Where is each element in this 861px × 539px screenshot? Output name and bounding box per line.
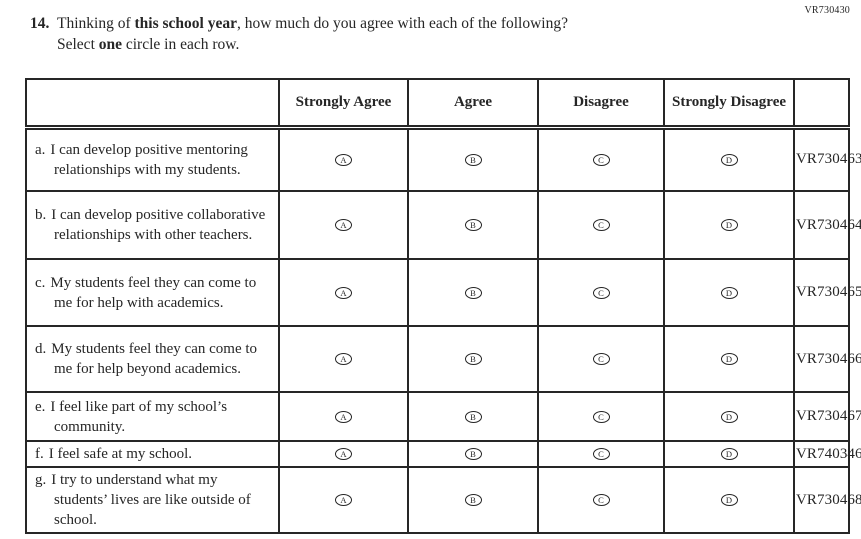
option-bubble-a[interactable]: A [335, 410, 352, 423]
question-line2-seg1: Select [57, 36, 99, 53]
row-statement: b. I can develop positive collaborative r… [27, 205, 274, 245]
option-bubble-c[interactable]: C [592, 219, 610, 232]
row-statement: e. I feel like part of my school’s commun… [27, 397, 274, 437]
option-bubble-b[interactable]: B [464, 153, 482, 166]
question-bold-school-year: this school year [134, 15, 237, 32]
table-row-a: a. I can develop positive mentoring relat… [25, 126, 861, 192]
option-bubble-b[interactable]: B [464, 353, 482, 366]
row-statement: c. My students feel they can come to me f… [27, 273, 274, 313]
row-code: VR730464 [793, 190, 861, 260]
row-statement-text: I feel like part of my school’s communit… [50, 398, 228, 435]
row-code: VR730465 [793, 258, 861, 327]
row-statement-text: I feel safe at my school. [48, 446, 193, 462]
row-letter: e. [35, 398, 46, 415]
option-bubble-a[interactable]: A [335, 353, 352, 366]
column-header-disagree: Disagree [537, 78, 665, 130]
option-bubble-d[interactable]: D [720, 494, 738, 507]
column-header-strongly-agree: Strongly Agree [278, 78, 409, 130]
table-row-g: g. I try to understand what my students’ … [25, 466, 861, 534]
column-header-statement-empty [25, 78, 280, 130]
row-statement-text: I try to understand what my students’ li… [51, 472, 251, 528]
row-code: VR730466 [793, 325, 861, 393]
column-header-strongly-disagree: Strongly Disagree [663, 78, 795, 130]
table-row-d: d. My students feel they can come to me f… [25, 325, 861, 393]
table-row-b: b. I can develop positive collaborative r… [25, 190, 861, 260]
row-code: VR730467 [793, 391, 861, 442]
row-letter: a. [35, 141, 46, 158]
table-row-c: c. My students feel they can come to me f… [25, 258, 861, 327]
question-seg1: Thinking of [57, 15, 135, 32]
option-bubble-a[interactable]: A [335, 448, 352, 461]
option-bubble-d[interactable]: D [720, 410, 738, 423]
question-seg2: , how much do you agree with each of the… [236, 15, 568, 32]
option-bubble-b[interactable]: B [464, 286, 482, 299]
option-bubble-d[interactable]: D [720, 153, 738, 166]
option-bubble-c[interactable]: C [592, 353, 610, 366]
option-bubble-c[interactable]: C [592, 286, 610, 299]
option-bubble-d[interactable]: D [720, 286, 738, 299]
row-letter: g. [35, 472, 47, 488]
option-bubble-a[interactable]: A [335, 153, 352, 166]
row-statement: a. I can develop positive mentoring relat… [27, 140, 274, 180]
row-statement: f. I feel safe at my school. [27, 444, 274, 464]
question-line2-seg2: circle in each row. [122, 36, 240, 53]
row-statement-text: I can develop positive collaborative rel… [51, 207, 266, 243]
row-code: VR740346 [793, 440, 861, 468]
row-letter: b. [35, 207, 47, 223]
question-number: 14. [30, 15, 50, 32]
option-bubble-b[interactable]: B [464, 494, 482, 507]
row-letter: c. [35, 274, 46, 291]
question-bold-one: one [98, 36, 122, 53]
column-header-agree: Agree [407, 78, 539, 130]
table-row-f: f. I feel safe at my school. A B C D VR74… [25, 440, 861, 468]
option-bubble-a[interactable]: A [335, 286, 352, 299]
option-bubble-c[interactable]: C [592, 494, 610, 507]
row-letter: d. [35, 341, 47, 357]
option-bubble-b[interactable]: B [464, 448, 482, 461]
header-row: Strongly Agree Agree Disagree Strongly D… [25, 78, 850, 130]
option-bubble-c[interactable]: C [592, 448, 610, 461]
row-code: VR730468 [793, 466, 861, 534]
option-bubble-d[interactable]: D [720, 219, 738, 232]
question-text: Thinking of this school year, how much d… [57, 13, 568, 55]
page-form-code: VR730430 [804, 5, 850, 16]
option-bubble-a[interactable]: A [335, 219, 352, 232]
option-bubble-c[interactable]: C [592, 410, 610, 423]
row-letter: f. [35, 446, 44, 462]
row-code: VR730463 [793, 126, 861, 192]
row-statement-text: I can develop positive mentoring relatio… [50, 141, 248, 178]
option-bubble-d[interactable]: D [720, 353, 738, 366]
option-bubble-b[interactable]: B [464, 219, 482, 232]
option-bubble-b[interactable]: B [464, 410, 482, 423]
column-header-code-empty [793, 78, 850, 130]
table-row-e: e. I feel like part of my school’s commun… [25, 391, 861, 442]
option-bubble-d[interactable]: D [720, 448, 738, 461]
option-bubble-a[interactable]: A [335, 494, 352, 507]
option-bubble-c[interactable]: C [592, 153, 610, 166]
row-statement: g. I try to understand what my students’ … [27, 470, 274, 530]
question-block: 14. Thinking of this school year, how mu… [30, 13, 790, 55]
row-statement: d. My students feel they can come to me f… [27, 339, 274, 379]
row-statement-text: My students feel they can come to me for… [51, 341, 258, 377]
row-statement-text: My students feel they can come to me for… [50, 274, 257, 311]
agreement-matrix-table: Strongly Agree Agree Disagree Strongly D… [25, 78, 861, 534]
